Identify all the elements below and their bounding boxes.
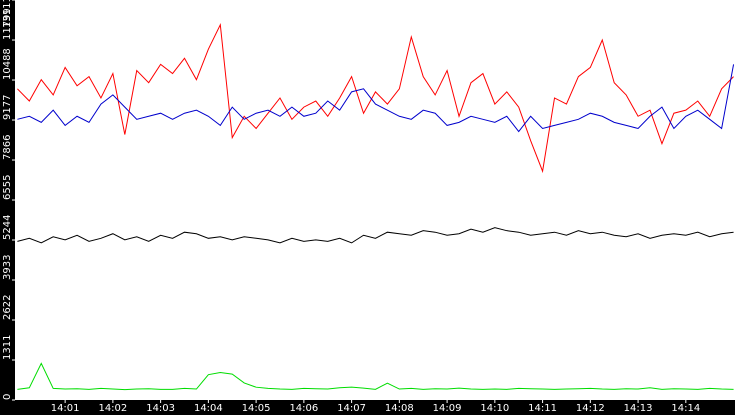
x-tick-label: 14:07 xyxy=(337,403,366,414)
x-tick-label: 14:06 xyxy=(289,403,318,414)
y-tick-label: 7866 xyxy=(2,135,13,160)
y-tick-label: 3933 xyxy=(2,255,13,280)
series-line xyxy=(17,227,734,244)
y-tick-label: 11799 xyxy=(2,8,13,40)
x-tick-label: 14:14 xyxy=(671,403,700,414)
y-tick-label: 9177 xyxy=(2,95,13,120)
y-axis-strip xyxy=(0,0,15,415)
x-tick-label: 14:04 xyxy=(194,403,223,414)
x-tick-label: 14:08 xyxy=(385,403,414,414)
y-tick-label: 13111 xyxy=(2,0,13,28)
x-tick-label: 14:11 xyxy=(528,403,557,414)
x-tick-label: 14:09 xyxy=(433,403,462,414)
x-tick-label: 14:10 xyxy=(480,403,509,414)
y-tick-label: 1311 xyxy=(2,335,13,360)
x-tick-label: 14:01 xyxy=(51,403,80,414)
series-line xyxy=(17,362,734,391)
x-tick-label: 14:12 xyxy=(576,403,605,414)
x-tick-label: 14:03 xyxy=(146,403,175,414)
y-tick-label: 10488 xyxy=(2,48,13,80)
x-tick-label: 14:02 xyxy=(98,403,127,414)
y-tick-label: 6555 xyxy=(2,175,13,200)
y-tick-label: 0 xyxy=(2,394,13,400)
y-tick-label: 5244 xyxy=(2,215,13,240)
x-axis-strip xyxy=(0,400,735,415)
series-line xyxy=(17,22,734,174)
x-tick-label: 14:13 xyxy=(624,403,653,414)
series-line xyxy=(17,64,735,133)
y-tick-label: 2622 xyxy=(2,295,13,320)
x-tick-label: 14:05 xyxy=(242,403,271,414)
